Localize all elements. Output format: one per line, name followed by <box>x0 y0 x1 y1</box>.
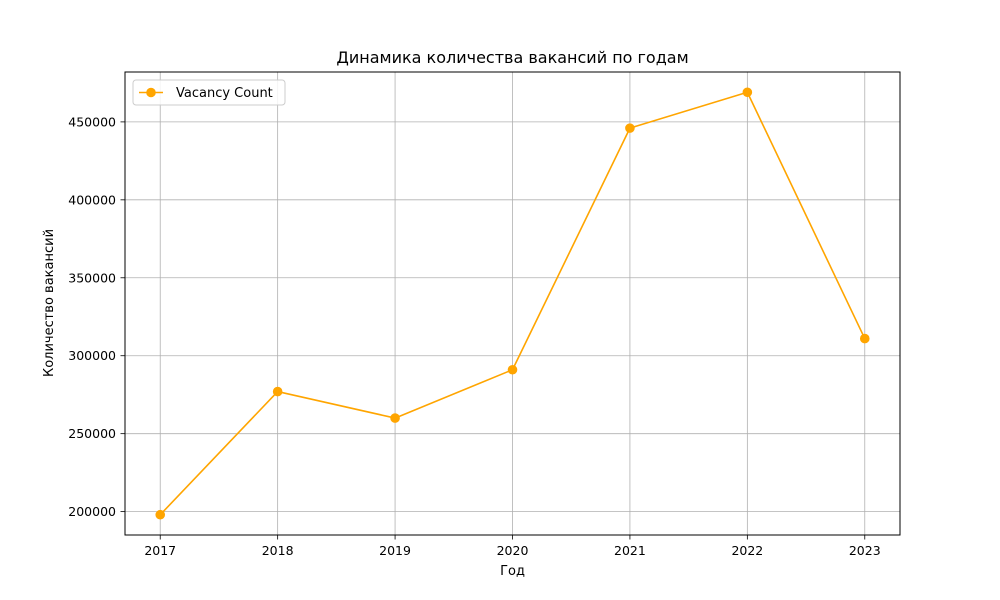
x-tick-label: 2017 <box>144 543 176 558</box>
data-point-marker <box>272 386 283 397</box>
data-point-marker <box>859 333 870 344</box>
chart-title: Динамика количества вакансий по годам <box>336 48 688 67</box>
y-tick-label: 300000 <box>68 348 116 363</box>
x-tick-label: 2020 <box>497 543 529 558</box>
grid-lines <box>125 72 900 535</box>
data-point-marker <box>155 509 166 520</box>
y-tick-label: 350000 <box>68 270 116 285</box>
legend-marker <box>146 87 156 98</box>
y-tick-label: 250000 <box>68 426 116 441</box>
legend-box <box>132 79 286 106</box>
x-tick-label: 2021 <box>614 543 646 558</box>
x-tick-label: 2018 <box>262 543 294 558</box>
data-point-marker <box>507 364 518 375</box>
data-point-marker <box>742 87 753 98</box>
x-tick-label: 2019 <box>379 543 411 558</box>
data-point-marker <box>625 123 635 133</box>
data-point-marker <box>390 413 400 423</box>
legend-label: Vacancy Count <box>176 86 273 101</box>
y-tick-label: 450000 <box>68 114 116 129</box>
y-axis-label: Количество вакансий <box>42 229 57 377</box>
legend: Vacancy Count <box>132 79 286 106</box>
x-tick-label: 2023 <box>849 543 881 558</box>
y-tick-label: 400000 <box>68 192 116 207</box>
ticks: 2017 2018 2019 2020 2021 2022 2023 200000 250000… <box>68 114 880 558</box>
y-tick-label: 200000 <box>68 504 116 519</box>
series-layer <box>155 87 870 520</box>
x-tick-label: 2022 <box>731 543 763 558</box>
x-axis-label: Год <box>500 564 525 579</box>
